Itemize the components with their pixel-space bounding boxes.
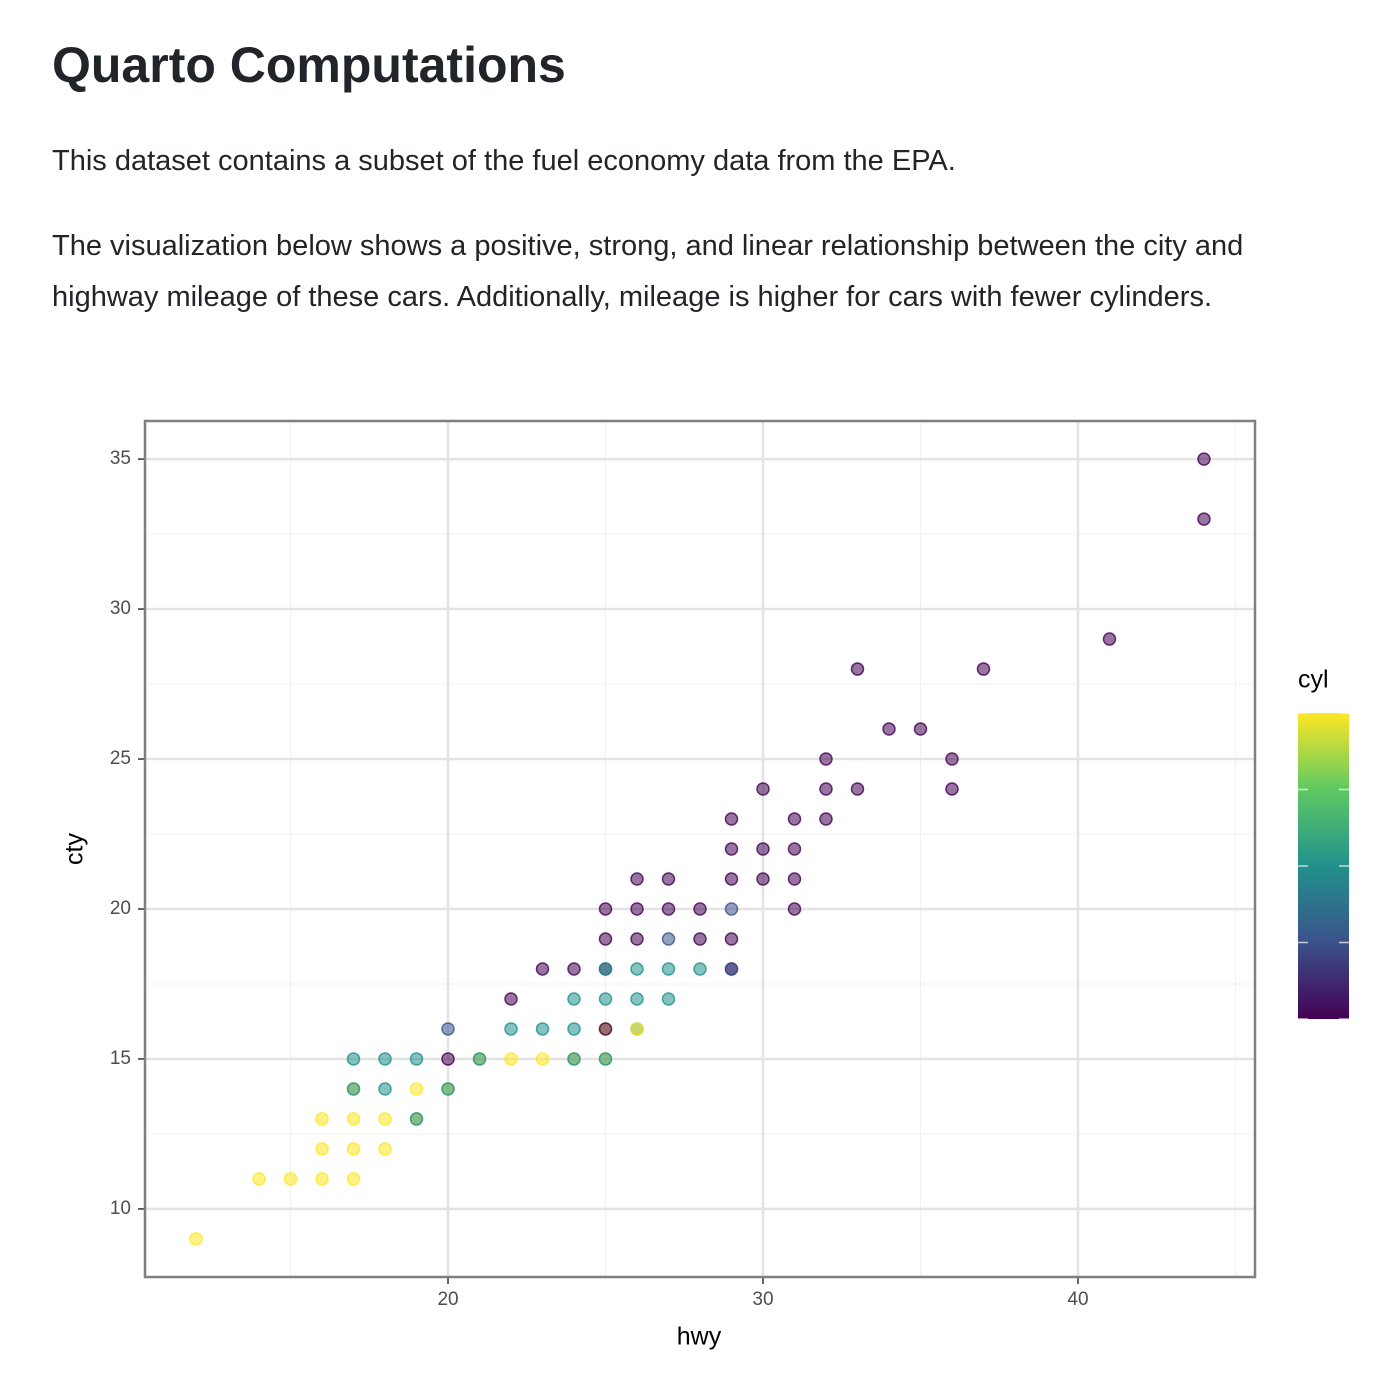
point [315,1112,329,1126]
point [630,932,644,946]
point [819,812,833,826]
point [819,752,833,766]
point [504,992,518,1006]
point [535,1052,550,1066]
point [189,1232,203,1246]
point [346,1082,361,1096]
point [756,842,770,856]
point [787,812,802,826]
point [693,962,707,976]
point [850,782,865,796]
point [598,902,613,916]
point [346,1052,361,1066]
point [598,932,613,946]
point [630,872,644,886]
y-tick-label: 20 [110,898,131,919]
point [598,1022,613,1036]
y-tick-label: 10 [110,1198,131,1219]
point [567,962,581,976]
point [819,782,833,796]
point [787,842,802,856]
point [630,902,644,916]
point [378,1112,392,1126]
point [535,1022,550,1036]
point [693,902,707,916]
y-tick-label: 25 [110,748,131,769]
x-axis-label: hwy [677,1323,722,1351]
point [1197,512,1211,526]
point [283,1172,298,1186]
point [598,962,613,976]
x-tick-label: 40 [1067,1289,1088,1310]
point [630,1022,644,1036]
point [441,1082,455,1096]
point [346,1172,361,1186]
point [724,962,739,976]
point [724,932,739,946]
point [661,902,676,916]
point [756,872,770,886]
y-tick-label: 35 [110,448,131,469]
y-tick-label: 15 [110,1048,131,1069]
point [252,1172,266,1186]
point [882,722,896,736]
point [567,992,581,1006]
point [630,962,644,976]
point [409,1082,424,1096]
point [378,1052,392,1066]
point [787,872,802,886]
point [346,1142,361,1156]
point [945,782,959,796]
point [1102,632,1117,646]
point [315,1172,329,1186]
point [724,842,739,856]
point [724,872,739,886]
point [598,1052,613,1066]
point [598,992,613,1006]
point [504,1052,518,1066]
point [378,1082,392,1096]
point [378,1142,392,1156]
x-tick-label: 30 [752,1289,773,1310]
point [472,1052,487,1066]
title: Quarto Computations [52,37,566,93]
point [441,1052,455,1066]
point [724,812,739,826]
point [567,1022,581,1036]
point [724,902,739,916]
legend-title: cyl [1298,666,1329,694]
point [409,1112,424,1126]
point [409,1052,424,1066]
point [661,872,676,886]
paragraph: The visualization below shows a positive… [52,230,1244,313]
point [787,902,802,916]
y-tick-label: 30 [110,598,131,619]
point [661,962,676,976]
point [661,932,676,946]
point [850,662,865,676]
point [661,992,676,1006]
point [567,1052,581,1066]
point [693,932,707,946]
point [1197,452,1211,466]
point [756,782,770,796]
point [913,722,928,736]
point [976,662,991,676]
plot-border [143,419,1257,1279]
x-tick-label: 20 [437,1289,458,1310]
point [945,752,959,766]
point [346,1112,361,1126]
point [535,962,550,976]
y-axis-label: cty [61,833,89,865]
point [441,1022,455,1036]
point [630,992,644,1006]
point [315,1142,329,1156]
paragraph: This dataset contains a subset of the fu… [52,145,956,177]
point [504,1022,518,1036]
